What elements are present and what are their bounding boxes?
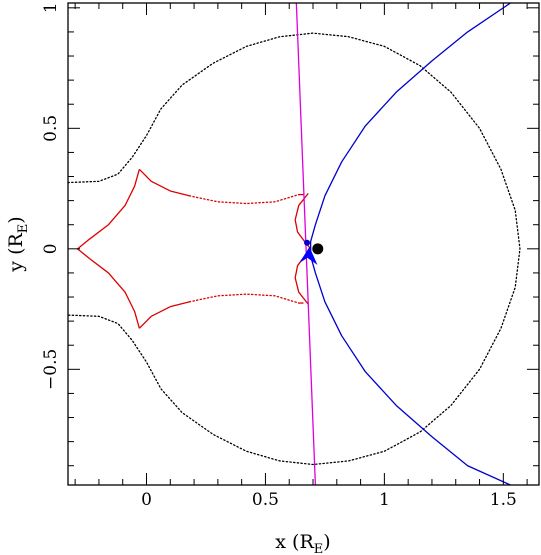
marker-dot-0 [312,243,324,255]
x-tick-label: 0.5 [252,490,279,510]
y-tick-label: −0.5 [41,349,61,390]
x-axis-label: x (RE) [275,531,330,555]
series-line-5 [138,301,190,329]
x-tick-label: 1 [379,490,390,510]
series-line-2 [138,168,190,197]
series-line-1 [76,169,140,329]
series-line-9 [309,3,511,485]
tick-labels: 0 0.5 1 1.5 1 0.5 0 −0.5 [41,2,517,510]
y-tick-label: 1 [41,2,61,13]
plot-markers [299,239,324,265]
series-line-0 [68,32,521,466]
series-line-3 [188,193,300,205]
plot-series [68,3,521,485]
x-tick-label: 0 [141,490,152,510]
plot-frame [67,2,540,486]
x-tick-label: 1.5 [490,490,517,510]
y-tick-label: 0 [41,243,61,254]
axis-ticks [68,3,539,485]
y-tick-label: 0.5 [41,115,61,142]
marker-dot-1 [304,239,311,246]
y-axis-label: y (RE) [5,216,31,272]
series-line-6 [188,293,300,304]
marker-arrow-2 [299,246,318,265]
